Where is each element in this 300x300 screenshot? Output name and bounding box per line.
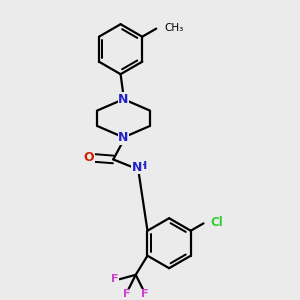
Text: N: N — [118, 131, 129, 144]
Text: Cl: Cl — [210, 216, 223, 229]
Text: N: N — [118, 93, 129, 106]
Text: H: H — [138, 161, 147, 172]
Text: CH₃: CH₃ — [164, 23, 184, 33]
Text: F: F — [123, 289, 130, 299]
Text: F: F — [141, 289, 148, 299]
Text: F: F — [110, 274, 118, 284]
Text: N: N — [132, 160, 142, 174]
Text: O: O — [83, 152, 94, 164]
